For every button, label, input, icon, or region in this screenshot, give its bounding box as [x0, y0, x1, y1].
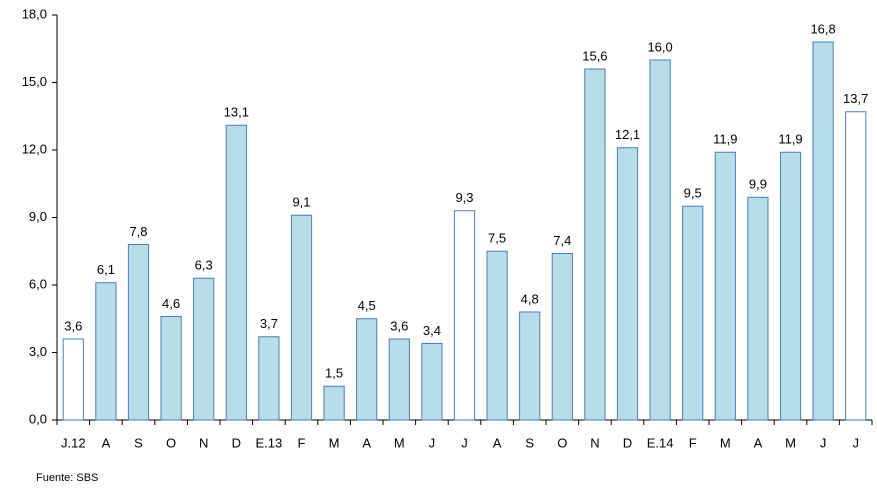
- x-tick-label: D: [232, 435, 241, 450]
- data-label: 4,5: [358, 298, 376, 313]
- data-label: 6,1: [97, 262, 115, 277]
- y-tick-label: 9,0: [29, 209, 47, 224]
- data-label: 3,6: [64, 318, 82, 333]
- x-tick-label: S: [134, 435, 143, 450]
- x-tick-label: M: [720, 435, 731, 450]
- y-tick-label: 18,0: [22, 6, 47, 21]
- data-label: 1,5: [325, 366, 343, 381]
- bar: [356, 318, 378, 421]
- y-tick-label: 3,0: [29, 344, 47, 359]
- x-tick-label: E.13: [256, 435, 283, 450]
- x-tick-label: D: [623, 435, 632, 450]
- bar: [779, 151, 802, 421]
- data-label: 6,3: [195, 258, 213, 273]
- bar: [845, 111, 867, 421]
- x-tick-label: J: [429, 435, 436, 450]
- x-tick-label: J.12: [61, 435, 86, 450]
- y-tick-label: 6,0: [29, 276, 47, 291]
- bar: [616, 147, 639, 421]
- x-tick-label: M: [394, 435, 405, 450]
- data-label: 13,1: [224, 105, 249, 120]
- data-label: 11,9: [778, 132, 802, 147]
- data-label: 7,4: [553, 233, 571, 248]
- x-tick-label: O: [557, 435, 567, 450]
- data-label: 16,8: [810, 21, 835, 36]
- x-tick-label: O: [166, 435, 176, 450]
- data-label: 3,7: [260, 316, 278, 331]
- data-label: 7,5: [488, 231, 506, 246]
- x-tick-label: N: [590, 435, 599, 450]
- x-tick-label: F: [298, 435, 306, 450]
- data-label: 4,6: [162, 296, 180, 311]
- y-tick-label: 0,0: [29, 411, 47, 426]
- bar: [649, 59, 671, 421]
- x-tick-label: J: [461, 435, 468, 450]
- bar: [62, 338, 84, 421]
- bar: [127, 244, 150, 421]
- x-tick-label: F: [689, 435, 697, 450]
- x-tick-label: M: [785, 435, 796, 450]
- source-note: Fuente: SBS: [36, 472, 98, 484]
- data-label: 11,9: [713, 132, 737, 147]
- x-tick-label: A: [102, 435, 111, 450]
- x-tick-label: E.14: [647, 435, 674, 450]
- x-tick-label: J: [852, 435, 859, 450]
- bar: [160, 316, 182, 421]
- bar: [519, 311, 541, 421]
- x-tick-label: S: [525, 435, 534, 450]
- bar: [95, 282, 117, 421]
- x-tick-label: A: [754, 435, 763, 450]
- data-label: 7,8: [129, 224, 147, 239]
- data-label: 9,3: [455, 190, 473, 205]
- x-tick-label: A: [493, 435, 502, 450]
- bar: [421, 343, 443, 421]
- data-label: 15,6: [582, 48, 607, 63]
- data-label: 9,5: [684, 186, 702, 201]
- data-label: 12,1: [615, 127, 640, 142]
- y-tick-label: 12,0: [22, 141, 47, 156]
- data-label: 9,9: [749, 177, 767, 192]
- y-tick-label: 15,0: [22, 74, 47, 89]
- data-label: 16,0: [647, 39, 672, 54]
- x-tick-label: J: [820, 435, 827, 450]
- bar: [453, 210, 476, 421]
- bar: [682, 205, 704, 421]
- bar: [193, 277, 215, 421]
- bar: [323, 385, 345, 421]
- bar: [290, 214, 313, 421]
- bar: [486, 250, 508, 421]
- x-tick-label: N: [199, 435, 208, 450]
- bar: [258, 336, 280, 421]
- bar: [714, 151, 736, 421]
- data-label: 9,1: [292, 195, 310, 210]
- x-tick-label: M: [329, 435, 340, 450]
- data-label: 3,4: [423, 323, 441, 338]
- bar: [551, 253, 573, 421]
- data-label: 13,7: [843, 91, 868, 106]
- x-tick-label: A: [362, 435, 371, 450]
- bar: [747, 196, 769, 421]
- data-label: 4,8: [521, 291, 539, 306]
- bar: [584, 68, 606, 421]
- data-label: 3,6: [390, 318, 408, 333]
- bar: [388, 338, 410, 421]
- bar: [225, 124, 247, 421]
- bar: [812, 41, 834, 421]
